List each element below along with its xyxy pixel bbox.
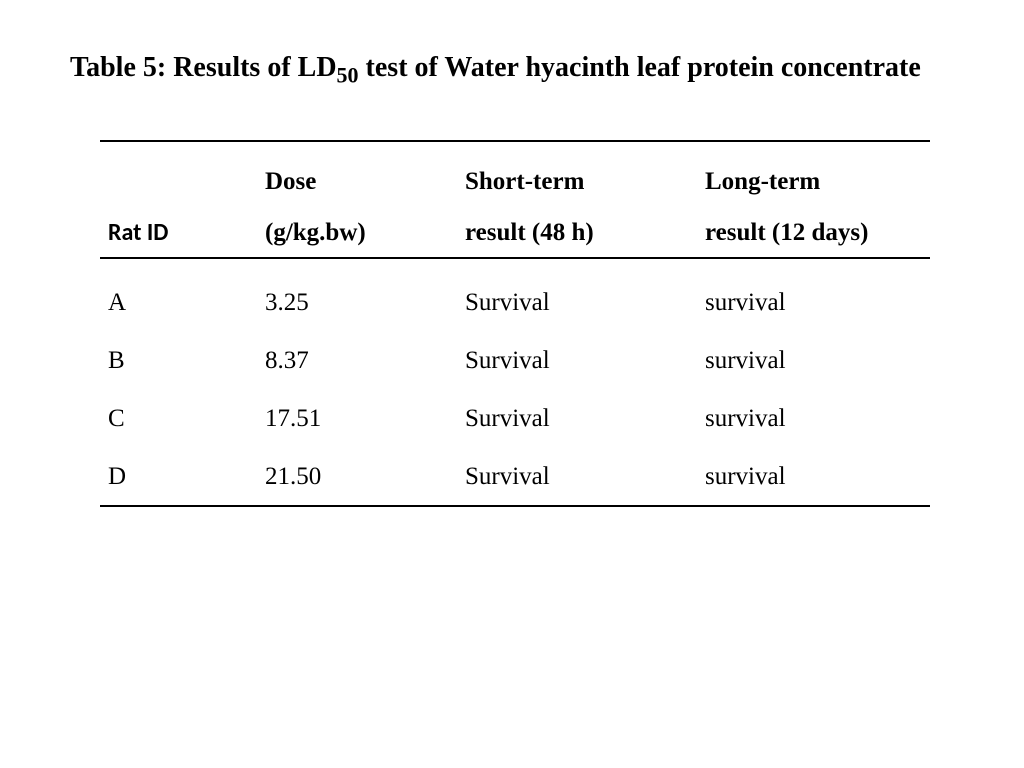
table-cell: 17.51 xyxy=(265,375,465,433)
table-header-cell: Dose xyxy=(265,141,465,218)
title-prefix: Table 5: Results of LD xyxy=(70,52,337,83)
table-cell: D xyxy=(100,433,265,506)
table-cell: Survival xyxy=(465,433,705,506)
table-header-cell: (g/kg.bw) xyxy=(265,218,465,258)
table-cell: survival xyxy=(705,258,930,317)
table-cell: 21.50 xyxy=(265,433,465,506)
table-header-rat-id: Rat ID xyxy=(100,218,265,258)
table-row: D 21.50 Survival survival xyxy=(100,433,930,506)
ld50-results-table: Dose Short-term Long-term Rat ID (g/kg.b… xyxy=(100,140,930,507)
table-header-cell: result (48 h) xyxy=(465,218,705,258)
table-cell: Survival xyxy=(465,375,705,433)
title-suffix: test of Water hyacinth leaf protein conc… xyxy=(359,52,921,83)
table-header-cell xyxy=(100,141,265,218)
table-container: Dose Short-term Long-term Rat ID (g/kg.b… xyxy=(70,140,954,507)
table-header-cell: Long-term xyxy=(705,141,930,218)
table-cell: survival xyxy=(705,317,930,375)
table-cell: 3.25 xyxy=(265,258,465,317)
table-cell: survival xyxy=(705,433,930,506)
table-cell: C xyxy=(100,375,265,433)
table-header-cell: Short-term xyxy=(465,141,705,218)
table-cell: survival xyxy=(705,375,930,433)
table-row: B 8.37 Survival survival xyxy=(100,317,930,375)
table-header-cell: result (12 days) xyxy=(705,218,930,258)
table-header-row-bottom: Rat ID (g/kg.bw) result (48 h) result (1… xyxy=(100,218,930,258)
table-title: Table 5: Results of LD50 test of Water h… xyxy=(70,50,954,90)
table-row: C 17.51 Survival survival xyxy=(100,375,930,433)
table-row: A 3.25 Survival survival xyxy=(100,258,930,317)
table-cell: Survival xyxy=(465,317,705,375)
table-cell: Survival xyxy=(465,258,705,317)
table-cell: B xyxy=(100,317,265,375)
table-cell: 8.37 xyxy=(265,317,465,375)
table-cell: A xyxy=(100,258,265,317)
table-header-row-top: Dose Short-term Long-term xyxy=(100,141,930,218)
title-subscript: 50 xyxy=(337,63,359,88)
